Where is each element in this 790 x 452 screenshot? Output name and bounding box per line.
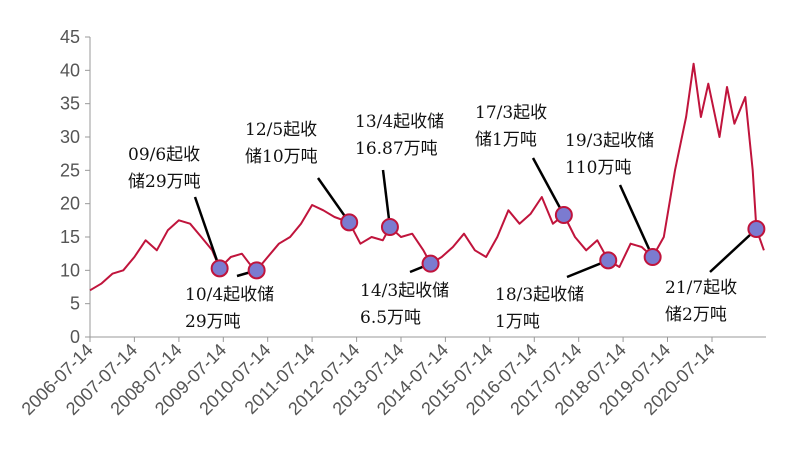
annotation-text: 12/5起收 (245, 120, 317, 140)
y-tick-label: 30 (60, 127, 80, 147)
annotation-marker (210, 259, 229, 278)
annotation-leader (709, 228, 758, 273)
y-tick-label: 5 (70, 294, 80, 314)
annotation-text: 储29万吨 (128, 172, 201, 192)
annotation-text: 储2万吨 (665, 305, 727, 325)
annotation-text: 29万吨 (185, 312, 241, 332)
annotation-text: 10/4起收储 (185, 285, 274, 305)
annotation-text: 储1万吨 (475, 130, 537, 150)
y-tick-label: 20 (60, 194, 80, 214)
y-tick-label: 35 (60, 94, 80, 114)
y-tick-label: 15 (60, 227, 80, 247)
annotation-leader (193, 196, 221, 269)
annotation-text: 13/4起收储 (355, 112, 444, 132)
annotation-marker (380, 218, 399, 236)
annotation-text: 17/3起收 (475, 103, 547, 123)
annotation-marker (747, 220, 766, 238)
annotation-text: 09/6起收 (128, 145, 200, 165)
annotation-marker (340, 213, 359, 232)
annotation-text: 16.87万吨 (355, 139, 438, 159)
y-tick-label: 25 (60, 160, 80, 180)
annotation-marker (643, 248, 662, 266)
annotation-text: 18/3起收储 (495, 285, 584, 305)
annotation-leader (381, 169, 392, 228)
y-tick-label: 45 (60, 27, 80, 47)
annotation-text: 21/7起收 (665, 278, 737, 298)
annotation-leader (316, 177, 351, 224)
annotation-text: 储10万吨 (245, 147, 318, 167)
annotation-marker (247, 261, 266, 280)
annotation-text: 1万吨 (495, 312, 540, 332)
annotation-text: 14/3起收储 (360, 281, 449, 301)
annotation-leader (618, 184, 654, 258)
y-tick-label: 10 (60, 260, 80, 280)
annotation-text: 110万吨 (565, 158, 631, 178)
annotation-marker (421, 254, 440, 273)
annotation-text: 6.5万吨 (360, 308, 421, 328)
annotation-leader (531, 157, 565, 216)
y-tick-label: 0 (70, 327, 80, 347)
annotation-marker (599, 251, 618, 270)
annotation-text: 19/3起收储 (565, 131, 654, 151)
y-tick-label: 40 (60, 60, 80, 80)
annotation-marker (554, 206, 573, 224)
